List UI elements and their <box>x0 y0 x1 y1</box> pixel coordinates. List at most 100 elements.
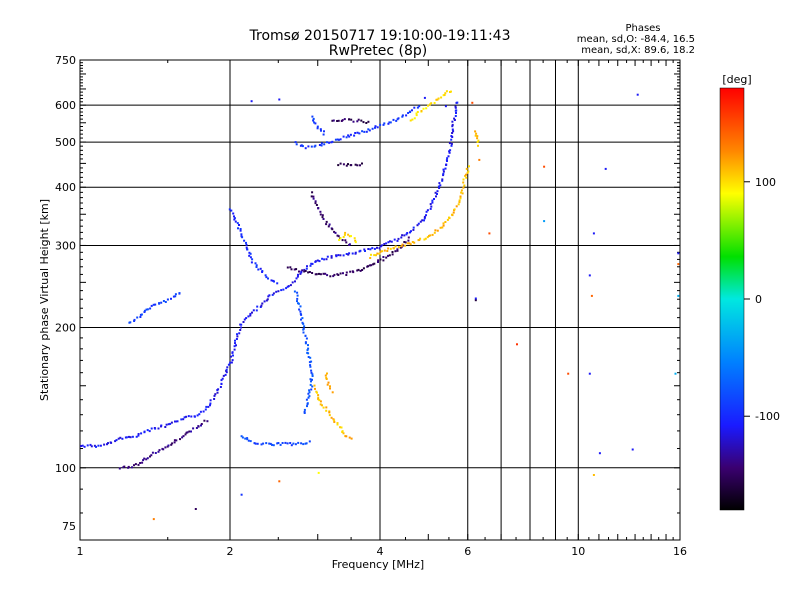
echo-point <box>391 251 394 253</box>
echo-point <box>411 241 414 243</box>
echo-point <box>342 163 345 166</box>
echo-point <box>316 391 318 394</box>
echo-point <box>396 248 399 251</box>
echo-point <box>438 182 441 185</box>
echo-point <box>150 304 153 307</box>
echo-point <box>356 164 359 167</box>
echo-point <box>376 246 378 249</box>
echo-point <box>374 126 376 129</box>
echo-point <box>311 115 314 118</box>
echo-point <box>389 247 392 250</box>
echo-point <box>245 317 248 320</box>
echo-point <box>412 228 415 231</box>
echo-point <box>225 369 228 372</box>
echo-point <box>337 164 340 167</box>
echo-point <box>307 356 310 358</box>
echo-point <box>328 411 331 414</box>
echo-point <box>106 443 108 446</box>
echo-point <box>452 130 455 133</box>
echo-point <box>158 302 161 305</box>
echo-point <box>383 122 386 125</box>
echo-point <box>459 197 462 200</box>
echo-point <box>543 165 546 168</box>
echo-point <box>271 293 274 296</box>
echo-point <box>373 262 376 265</box>
echo-point <box>164 446 167 449</box>
echo-point <box>312 119 315 122</box>
echo-point <box>424 237 427 240</box>
echo-point <box>174 420 177 423</box>
echo-point <box>289 284 292 287</box>
echo-point <box>307 271 310 274</box>
echo-point <box>306 349 309 352</box>
echo-point <box>321 257 324 260</box>
echo-point <box>145 458 148 461</box>
echo-point <box>353 237 356 240</box>
echo-point <box>270 279 273 282</box>
echo-point <box>257 268 260 271</box>
echo-point <box>305 398 308 401</box>
echo-point <box>394 245 397 248</box>
echo-point <box>325 258 328 261</box>
echo-point <box>149 307 152 310</box>
legend-heading: Phases <box>625 23 660 34</box>
echo-point <box>446 157 449 160</box>
echo-point <box>276 442 279 445</box>
echo-point <box>378 247 381 250</box>
echo-point <box>367 128 370 131</box>
echo-point <box>367 120 370 123</box>
echo-point <box>357 268 360 271</box>
echo-point <box>329 275 332 278</box>
echo-point <box>128 435 130 438</box>
echo-point <box>401 115 404 118</box>
echo-point <box>230 209 233 212</box>
echo-point <box>316 259 319 262</box>
echo-point <box>248 251 251 254</box>
echo-point <box>179 438 181 441</box>
echo-point <box>358 132 361 135</box>
echo-point <box>241 236 244 239</box>
echo-point <box>166 298 169 301</box>
echo-point <box>304 334 307 337</box>
echo-point <box>407 239 410 242</box>
echo-point <box>282 288 285 291</box>
echo-point <box>298 308 301 311</box>
echo-point <box>296 291 299 294</box>
echo-point <box>423 215 426 218</box>
echo-point <box>370 253 372 256</box>
echo-point <box>195 427 198 429</box>
echo-point <box>269 442 272 445</box>
echo-point <box>294 280 296 283</box>
echo-point <box>362 121 365 124</box>
echo-point <box>365 130 368 133</box>
echo-point <box>319 128 322 131</box>
echo-point <box>388 254 391 257</box>
echo-point <box>389 240 391 243</box>
echo-point <box>236 222 239 225</box>
echo-point <box>405 233 408 236</box>
echo-point <box>396 249 399 252</box>
echo-point <box>248 254 251 257</box>
echo-point <box>543 220 546 223</box>
echo-point <box>454 106 457 109</box>
echo-point <box>457 203 460 206</box>
echo-point <box>342 254 345 257</box>
echo-point <box>474 299 477 302</box>
echo-point <box>311 191 314 194</box>
echo-point <box>301 269 304 272</box>
echo-point <box>423 238 426 241</box>
echo-point <box>427 104 429 107</box>
echo-point <box>255 264 258 267</box>
echo-point <box>369 257 372 259</box>
echo-point <box>260 304 263 307</box>
echo-point <box>471 101 474 104</box>
echo-point <box>275 290 278 293</box>
echo-point <box>397 237 400 240</box>
echo-point <box>455 112 457 114</box>
echo-point <box>197 425 200 428</box>
echo-point <box>323 143 326 146</box>
echo-point <box>238 332 241 335</box>
echo-point <box>330 416 333 419</box>
echo-point <box>409 231 411 234</box>
echo-point <box>232 212 235 215</box>
